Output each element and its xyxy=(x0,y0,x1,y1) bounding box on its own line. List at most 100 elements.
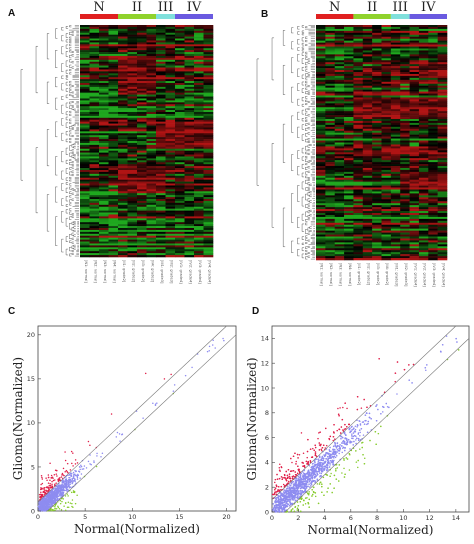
heatmap-cell xyxy=(353,52,364,55)
heatmap-cell xyxy=(165,137,176,140)
heatmap-cell xyxy=(316,85,326,88)
heatmap-cell xyxy=(108,224,119,227)
heatmap-cell xyxy=(118,32,128,35)
heatmap-cell xyxy=(353,173,364,177)
heatmap-cell xyxy=(80,141,90,144)
heatmap-cell xyxy=(437,230,448,233)
heatmap-cell xyxy=(203,189,214,192)
heatmap-cell xyxy=(372,201,382,204)
heatmap-cell xyxy=(390,89,401,92)
heatmap-cell xyxy=(80,185,90,188)
heatmap-cell xyxy=(184,218,195,221)
heatmap-cell xyxy=(108,48,119,51)
heatmap-cell xyxy=(99,218,109,221)
heatmap-cell xyxy=(165,42,176,45)
heatmap-cell xyxy=(165,154,176,157)
heatmap-cell xyxy=(362,187,373,190)
heatmap-cell xyxy=(400,252,410,255)
heatmap-cell xyxy=(80,175,90,179)
heatmap-cell xyxy=(194,28,204,32)
heatmap-cell xyxy=(325,191,336,194)
heatmap-cell xyxy=(80,210,90,213)
heatmap-cell xyxy=(409,85,420,88)
heatmap-cell xyxy=(175,98,185,101)
heatmap-cell xyxy=(137,200,147,204)
heatmap-cell xyxy=(381,68,392,71)
heatmap-cell xyxy=(344,234,354,237)
heatmap-cell xyxy=(203,94,214,97)
heatmap-cell xyxy=(194,200,204,204)
heatmap-cell xyxy=(194,142,204,146)
heatmap-cell xyxy=(334,126,345,130)
heatmap-cell xyxy=(353,83,364,87)
heatmap-cell xyxy=(146,77,157,80)
heatmap-cell xyxy=(372,242,382,245)
heatmap-cell xyxy=(99,224,109,227)
heatmap-cell xyxy=(325,52,336,55)
heatmap-cell xyxy=(99,245,109,248)
heatmap-cell xyxy=(118,150,128,153)
heatmap-cell xyxy=(194,129,204,132)
heatmap-cell xyxy=(344,205,354,208)
heatmap-cell xyxy=(118,69,128,72)
heatmap-cell xyxy=(381,201,392,204)
heatmap-cell xyxy=(344,101,354,104)
scatter-point xyxy=(72,471,75,474)
heatmap-cell xyxy=(99,228,109,231)
heatmap-cell xyxy=(137,92,147,95)
heatmap-cell xyxy=(428,148,438,151)
heatmap-cell xyxy=(194,48,204,51)
heatmap-cell xyxy=(137,52,147,55)
heatmap-cell xyxy=(118,135,128,138)
heatmap-cell xyxy=(409,68,420,71)
heatmap-cell xyxy=(409,218,420,222)
heatmap-cell xyxy=(362,201,373,204)
heatmap-cell xyxy=(137,173,147,177)
heatmap-cell xyxy=(175,166,185,169)
heatmap-cell xyxy=(334,75,345,79)
heatmap-cell xyxy=(325,242,336,245)
heatmap-cell xyxy=(127,48,138,51)
heatmap-cell xyxy=(118,115,128,119)
heatmap-cell xyxy=(381,209,392,212)
heatmap-cell xyxy=(99,179,109,182)
heatmap-cell xyxy=(156,224,166,227)
heatmap-cell xyxy=(400,64,410,67)
heatmap-cell xyxy=(99,216,109,219)
heatmap-cell xyxy=(194,158,204,161)
heatmap-cell xyxy=(175,34,185,37)
heatmap-cell xyxy=(203,75,214,78)
heatmap-cell xyxy=(203,164,214,167)
heatmap-cell xyxy=(409,150,420,153)
heatmap-cell xyxy=(362,142,373,145)
heatmap-cell xyxy=(99,183,109,186)
heatmap-cell xyxy=(381,46,392,49)
heatmap-cell xyxy=(316,205,326,208)
heatmap-cell xyxy=(146,123,157,126)
heatmap-cell xyxy=(372,66,382,69)
heatmap-cell xyxy=(184,92,195,95)
heatmap-cell xyxy=(99,129,109,132)
heatmap-cell xyxy=(372,228,382,231)
heatmap-cell xyxy=(418,75,429,79)
heatmap-cell xyxy=(184,48,195,51)
heatmap-cell xyxy=(80,156,90,159)
heatmap-cell xyxy=(362,38,373,41)
heatmap-cell xyxy=(390,187,401,190)
heatmap-cell xyxy=(390,26,401,30)
heatmap-cell xyxy=(203,175,214,179)
heatmap-cell xyxy=(89,54,100,57)
heatmap-cell xyxy=(381,195,392,198)
heatmap-cell xyxy=(146,106,157,109)
heatmap-cell xyxy=(137,224,147,227)
heatmap-cell xyxy=(165,32,176,35)
heatmap-cell xyxy=(137,193,147,196)
heatmap-cell xyxy=(372,79,382,83)
heatmap-cell xyxy=(400,140,410,143)
heatmap-cell xyxy=(418,162,429,165)
heatmap-cell xyxy=(165,110,176,113)
heatmap-cell xyxy=(400,166,410,169)
heatmap-cell xyxy=(184,183,195,186)
heatmap-cell xyxy=(194,46,204,49)
heatmap-cell xyxy=(89,102,100,105)
